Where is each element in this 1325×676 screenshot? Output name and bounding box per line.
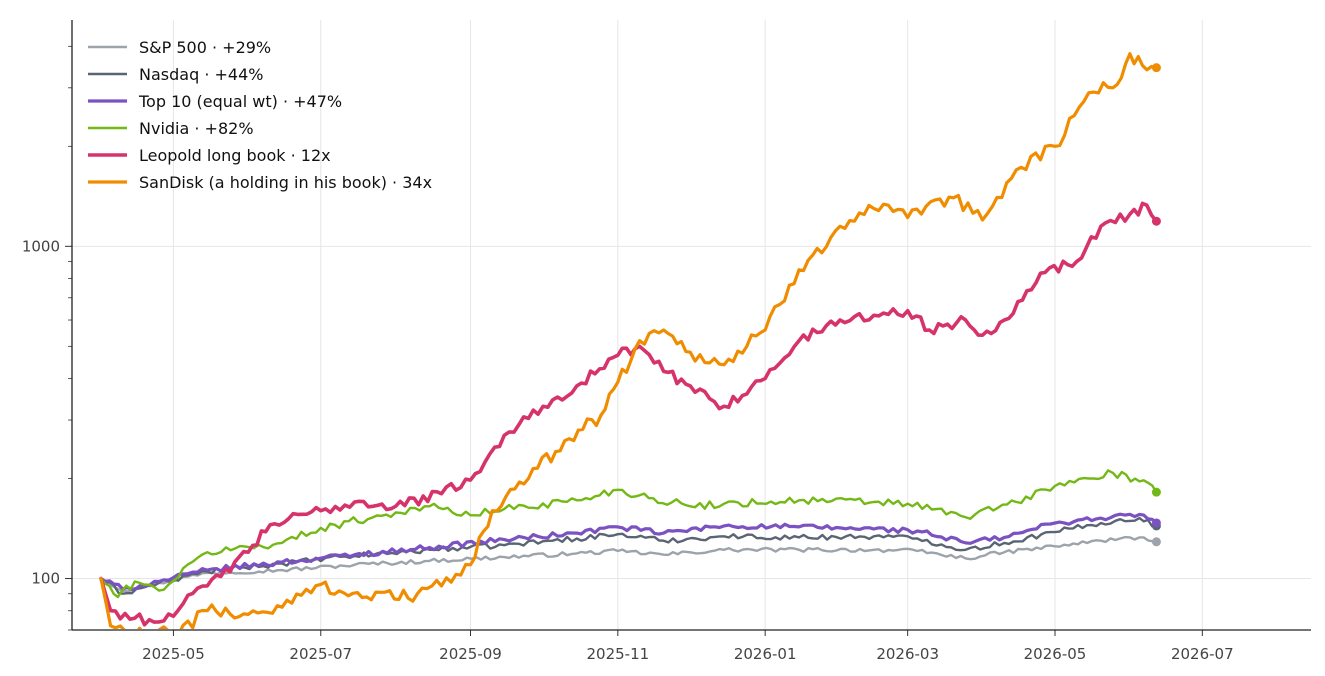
x-tick-label: 2026-03 (876, 645, 939, 663)
x-tick-label: 2025-07 (289, 645, 352, 663)
grid-lines (72, 20, 1311, 630)
series-end-point (1151, 487, 1161, 497)
x-tick-label: 2026-05 (1024, 645, 1087, 663)
legend: S&P 500 · +29% Nasdaq · +44% Top 10 (equal… (88, 38, 432, 192)
x-tick-label: 2026-07 (1171, 645, 1234, 663)
series-line (99, 52, 1158, 629)
series-lines (99, 52, 1161, 629)
legend-label: S&P 500 · +29% (139, 38, 271, 57)
x-tick-label: 2025-11 (586, 645, 649, 663)
x-tick-label: 2026-01 (734, 645, 797, 663)
x-tick-label: 2025-05 (142, 645, 205, 663)
series-end-point (1151, 518, 1161, 528)
legend-label: Top 10 (equal wt) · +47% (138, 92, 342, 111)
axes: 2025-05 2025-07 2025-09 2025-11 2026-01 2026-… (22, 20, 1311, 663)
series-line (99, 201, 1159, 627)
series-end-point (1151, 63, 1161, 73)
x-tick-label: 2025-09 (439, 645, 502, 663)
y-tick-label: 1000 (22, 237, 60, 255)
legend-label: Nvidia · +82% (139, 119, 254, 138)
series-line (99, 512, 1158, 592)
legend-label: SanDisk (a holding in his book) · 34x (139, 173, 432, 192)
legend-label: Nasdaq · +44% (139, 65, 263, 84)
legend-label: Leopold long book · 12x (139, 146, 331, 165)
series-end-point (1151, 216, 1161, 226)
series-line (99, 535, 1158, 593)
y-tick-label: 100 (31, 570, 60, 588)
series-end-point (1151, 537, 1161, 547)
series-line (99, 469, 1158, 599)
